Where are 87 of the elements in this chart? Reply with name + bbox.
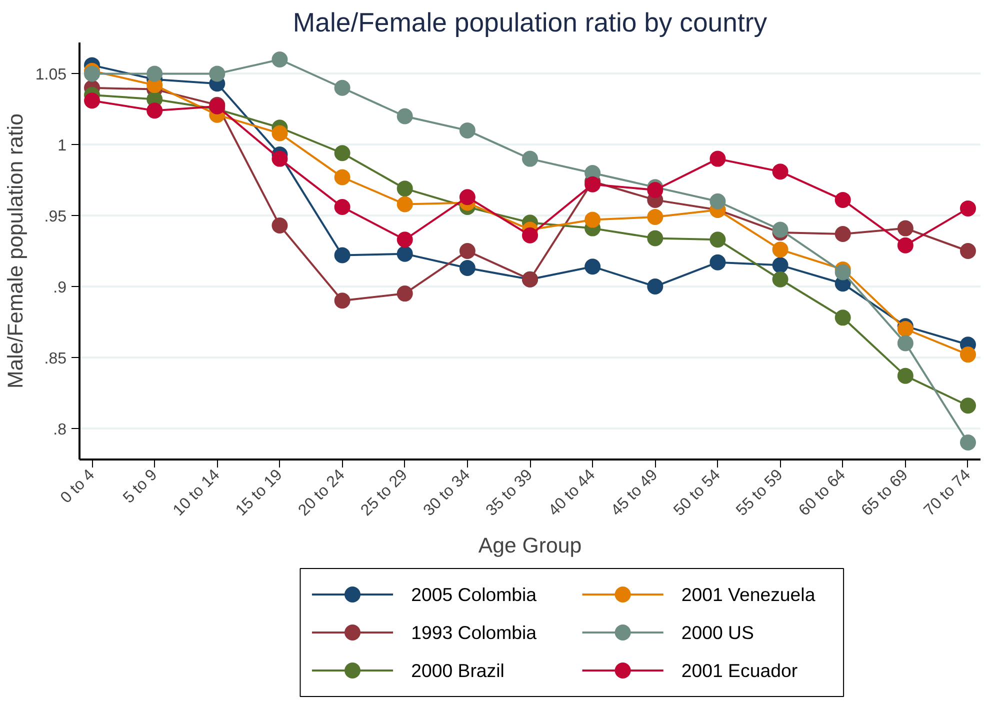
y-tick-label: .95 xyxy=(44,208,67,226)
y-tick-label: .8 xyxy=(53,421,67,438)
point xyxy=(710,150,726,167)
x-tick-label: 45 to 49 xyxy=(608,466,662,520)
x-tick-label: 70 to 74 xyxy=(921,466,974,520)
point xyxy=(897,321,914,337)
point xyxy=(647,230,664,246)
y-tick-label: 1 xyxy=(58,138,67,155)
point xyxy=(396,108,413,124)
point xyxy=(584,258,601,275)
y-axis-title: Male/Female population ratio xyxy=(3,113,28,389)
point xyxy=(710,193,726,210)
point xyxy=(960,398,976,414)
legend-label: 2005 Colombia xyxy=(411,584,538,605)
point xyxy=(897,368,914,384)
point xyxy=(647,208,664,225)
point xyxy=(209,66,226,82)
point xyxy=(960,243,976,259)
point xyxy=(459,260,476,276)
point xyxy=(522,150,538,167)
point xyxy=(84,92,100,109)
legend-label: 2001 Ecuador xyxy=(681,660,798,681)
point xyxy=(396,232,413,248)
y-tick-label: .85 xyxy=(44,350,67,368)
point xyxy=(459,122,476,138)
point xyxy=(710,254,726,270)
point xyxy=(772,242,788,258)
point xyxy=(584,212,601,228)
legend-label: 2000 US xyxy=(681,622,754,643)
point xyxy=(334,80,350,96)
point xyxy=(334,247,350,264)
point xyxy=(960,346,976,363)
x-tick-label: 55 to 59 xyxy=(733,466,786,520)
point xyxy=(334,169,350,186)
point xyxy=(272,125,288,142)
point xyxy=(272,52,288,68)
x-tick-label: 40 to 44 xyxy=(546,466,599,520)
point xyxy=(272,217,288,234)
y-tick-label: .9 xyxy=(53,279,67,296)
point xyxy=(772,257,788,274)
point xyxy=(647,278,664,294)
point xyxy=(584,176,601,192)
point xyxy=(146,102,163,119)
point xyxy=(834,192,851,208)
point xyxy=(459,189,476,206)
x-tick-label: 25 to 29 xyxy=(358,466,411,520)
x-axis-title: Age Group xyxy=(478,533,582,558)
x-tick-label: 15 to 19 xyxy=(232,466,286,520)
point xyxy=(396,196,413,212)
point xyxy=(522,227,538,244)
point xyxy=(960,434,976,450)
point xyxy=(897,237,914,254)
point xyxy=(960,200,976,216)
x-tick-label: 0 to 4 xyxy=(58,466,98,507)
x-tick-label: 65 to 69 xyxy=(858,466,912,520)
x-tick-label: 60 to 64 xyxy=(796,466,849,520)
y-tick-label: 1.05 xyxy=(35,66,67,84)
point xyxy=(396,180,413,197)
point xyxy=(647,182,664,198)
point xyxy=(459,243,476,259)
point xyxy=(710,232,726,248)
point xyxy=(334,199,350,216)
point xyxy=(772,222,788,238)
point xyxy=(396,246,413,262)
point xyxy=(146,66,163,82)
x-tick-label: 30 to 34 xyxy=(420,466,474,520)
point xyxy=(396,286,413,302)
point xyxy=(897,220,914,236)
point xyxy=(834,310,851,326)
chart-title: Male/Female population ratio by country xyxy=(292,8,768,38)
legend-label: 2001 Venezuela xyxy=(681,584,816,605)
point xyxy=(272,150,288,167)
legend-label: 2000 Brazil xyxy=(411,660,504,681)
x-tick-label: 35 to 39 xyxy=(483,466,536,520)
x-tick-label: 50 to 54 xyxy=(670,466,724,520)
point xyxy=(834,264,851,280)
point xyxy=(897,335,914,352)
legend-label: 1993 Colombia xyxy=(411,622,538,643)
point xyxy=(772,164,788,180)
point xyxy=(334,292,350,309)
point xyxy=(84,66,100,82)
point xyxy=(834,226,851,242)
x-tick-label: 10 to 14 xyxy=(170,466,224,520)
x-tick-label: 5 to 9 xyxy=(120,466,161,507)
point xyxy=(772,271,788,288)
point xyxy=(334,145,350,162)
x-tick-label: 20 to 24 xyxy=(295,466,348,520)
